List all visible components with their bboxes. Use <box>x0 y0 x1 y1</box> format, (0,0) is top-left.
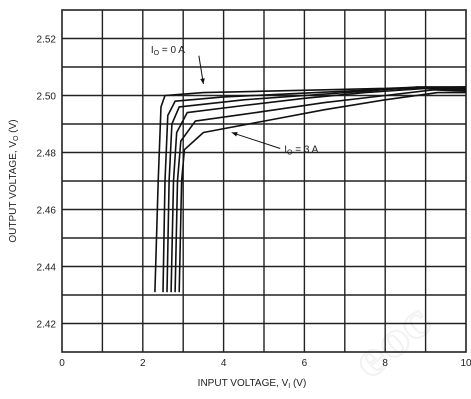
tick-labels: 0 2 4 6 8 10 2.42 2.44 2.46 2.48 2.50 2.52 <box>37 35 471 370</box>
series-line-3 <box>166 86 467 293</box>
y-tick-label: 2.50 <box>37 92 57 103</box>
watermark-text: eoc <box>344 295 441 388</box>
x-tick-label: 8 <box>382 358 388 369</box>
axis-labels: INPUT VOLTAGE, VI (V) OUTPUT VOLTAGE, VO … <box>8 119 306 390</box>
x-axis-label: INPUT VOLTAGE, VI (V) <box>198 378 307 390</box>
y-tick-label: 2.52 <box>37 35 57 46</box>
series-line-5 <box>174 89 467 293</box>
y-tick-label: 2.42 <box>37 320 57 331</box>
x-tick-label: 0 <box>59 358 65 369</box>
x-tick-label: 2 <box>140 358 146 369</box>
annotation-label-io0: IO = 0 A <box>151 45 185 57</box>
annotation-label-io3: IO = 3 A <box>284 145 318 157</box>
annotation-arrow-io3 <box>231 132 281 149</box>
y-tick-label: 2.44 <box>37 263 57 274</box>
y-tick-label: 2.46 <box>37 206 57 217</box>
x-tick-label: 6 <box>302 358 308 369</box>
series-line-1 <box>154 86 466 293</box>
series-line-4 <box>170 87 467 293</box>
grid <box>61 9 467 353</box>
series-line-6 <box>178 91 466 293</box>
y-tick-label: 2.48 <box>37 149 57 160</box>
x-tick-label: 4 <box>221 358 227 369</box>
annotation-arrowhead-io3 <box>231 132 238 137</box>
y-axis-label: OUTPUT VOLTAGE, VO (V) <box>8 119 20 242</box>
annotation-arrowhead-io0 <box>200 78 205 85</box>
x-tick-label: 10 <box>460 358 471 369</box>
annotations: IO = 0 A IO = 3 A <box>151 45 319 157</box>
watermark: eoc <box>343 294 442 389</box>
series-line-2 <box>162 86 467 293</box>
series <box>154 86 467 293</box>
